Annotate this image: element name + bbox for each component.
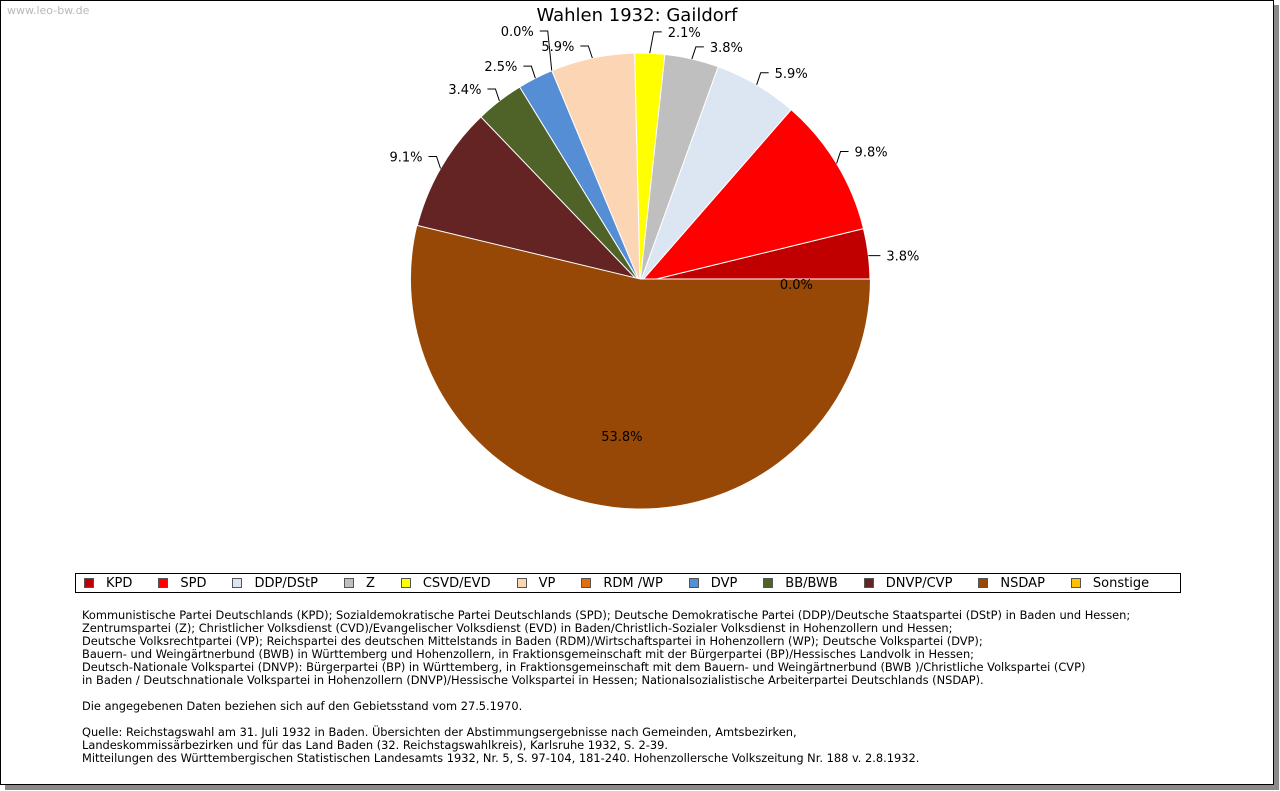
note-line: Mitteilungen des Württembergischen Stati… bbox=[82, 751, 920, 765]
note-line: Zentrumspartei (Z); Christlicher Volksdi… bbox=[82, 621, 953, 635]
legend-label: DVP bbox=[710, 575, 738, 591]
slice-spd bbox=[638, 108, 865, 284]
legend-swatch bbox=[978, 578, 989, 588]
legend-swatch bbox=[400, 578, 411, 588]
watermark: www.leo-bw.de bbox=[7, 4, 90, 17]
chart-title: Wahlen 1932: Gaildorf bbox=[536, 5, 738, 26]
legend-swatch bbox=[763, 578, 774, 588]
leader-line-spd bbox=[836, 151, 849, 164]
legend-label: BB/BWB bbox=[785, 575, 838, 591]
data-label-nsdap: 53.8% bbox=[601, 430, 642, 445]
legend-item-sonstige: Sonstige bbox=[1070, 575, 1150, 591]
data-label-z: 3.8% bbox=[710, 41, 743, 56]
legend-item-vp: VP bbox=[516, 575, 556, 591]
legend-label: RDM /WP bbox=[603, 575, 663, 591]
legend-swatch bbox=[158, 578, 169, 588]
notes: Kommunistische Partei Deutschlands (KPD)… bbox=[82, 609, 1232, 778]
data-label-csvd-evd: 2.1% bbox=[668, 26, 701, 41]
legend-item-dnvp-cvp: DNVP/CVP bbox=[863, 575, 953, 591]
note-line: Landeskommissärbezirken und für das Land… bbox=[82, 738, 668, 752]
legend-label: Z bbox=[365, 575, 375, 591]
legend-label: KPD bbox=[106, 575, 133, 591]
legend-item-nsdap: NSDAP bbox=[978, 576, 1045, 591]
data-label-vp: 5.9% bbox=[541, 40, 574, 55]
leader-line-csvd-evd bbox=[649, 31, 662, 54]
leader-line-bb-bwb bbox=[487, 88, 500, 102]
note-line: Kommunistische Partei Deutschlands (KPD)… bbox=[82, 608, 1131, 622]
legend-swatch bbox=[1070, 578, 1081, 588]
data-label-rdm-wp: 0.0% bbox=[501, 25, 534, 40]
legend-label: DDP/DStP bbox=[254, 575, 318, 591]
legend-item-z: Z bbox=[343, 575, 375, 591]
note-line: Deutsche Volksrechtpartei (VP); Reichspa… bbox=[82, 634, 983, 648]
leader-line-ddp-dstp bbox=[756, 72, 769, 85]
data-label-spd: 9.8% bbox=[855, 146, 888, 161]
legend-label: CSVD/EVD bbox=[422, 575, 491, 591]
legend-item-kpd: KPD bbox=[84, 576, 132, 591]
legend-swatch bbox=[863, 578, 874, 588]
data-label-dnvp-cvp: 9.1% bbox=[389, 151, 422, 166]
legend-swatch bbox=[516, 578, 527, 588]
legend-swatch bbox=[343, 578, 354, 588]
legend-swatch bbox=[84, 578, 94, 588]
data-label-kpd: 3.8% bbox=[886, 250, 919, 265]
note-line: Deutsch-Nationale Volkspartei (DNVP): Bü… bbox=[82, 660, 1086, 674]
note-line: Quelle: Reichstagswahl am 31. Juli 1932 … bbox=[82, 725, 797, 739]
leader-line-vp bbox=[580, 45, 593, 59]
leader-line-dvp bbox=[523, 65, 536, 79]
territory-note: Die angegebenen Daten beziehen sich auf … bbox=[82, 699, 523, 713]
party-notes: Kommunistische Partei Deutschlands (KPD)… bbox=[82, 609, 1232, 687]
legend-label: VP bbox=[538, 575, 556, 591]
legend-label: NSDAP bbox=[1000, 575, 1045, 591]
legend-label: Sonstige bbox=[1092, 575, 1150, 591]
legend-item-rdm-wp: RDM /WP bbox=[581, 575, 663, 591]
legend-swatch bbox=[232, 578, 243, 588]
leader-line-z bbox=[691, 46, 704, 60]
data-label-ddp-dstp: 5.9% bbox=[775, 67, 808, 82]
legend-item-csvd-evd: CSVD/EVD bbox=[400, 575, 491, 591]
pie-labels: 3.8% 9.8% 5.9% 3.8% 2.1% 5.9% 0.0% 2.5%3.4% 9.1%… bbox=[389, 25, 919, 445]
legend-label: SPD bbox=[180, 575, 207, 591]
data-label-sonstige: 0.0% bbox=[780, 278, 813, 293]
note-line: Bauern- und Weingärtnerbund (BWB) in Wür… bbox=[82, 647, 974, 661]
legend-item-bb-bwb: BB/BWB bbox=[763, 575, 838, 591]
leader-line-dnvp-cvp bbox=[428, 156, 441, 169]
legend-item-dvp: DVP bbox=[688, 575, 738, 591]
legend: KPD SPD DDP/DStP Z CSVD/EVD VP RDM /WP DVP BB/BW… bbox=[75, 573, 1181, 593]
data-label-dvp: 2.5% bbox=[484, 60, 517, 75]
data-label-bb-bwb: 3.4% bbox=[448, 83, 481, 98]
leader-line-rdm-wp bbox=[539, 30, 553, 71]
legend-item-ddp-dstp: DDP/DStP bbox=[232, 575, 318, 591]
legend-swatch bbox=[581, 578, 592, 588]
slice-nsdap bbox=[410, 224, 871, 510]
note-line: in Baden / Deutschnationale Volkspartei … bbox=[82, 673, 984, 687]
legend-item-spd: SPD bbox=[158, 576, 206, 591]
legend-label: DNVP/CVP bbox=[885, 575, 953, 591]
source-note: Quelle: Reichstagswahl am 31. Juli 1932 … bbox=[82, 726, 1232, 765]
legend-swatch bbox=[688, 578, 699, 588]
